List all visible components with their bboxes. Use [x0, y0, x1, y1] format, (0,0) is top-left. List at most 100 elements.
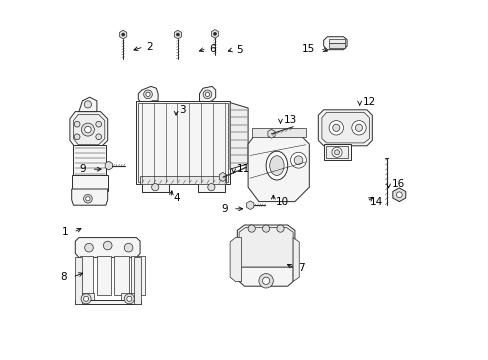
Text: 8: 8 [61, 272, 67, 282]
Circle shape [84, 243, 93, 252]
Polygon shape [230, 103, 247, 169]
Polygon shape [239, 228, 292, 268]
Text: 16: 16 [390, 179, 404, 189]
Circle shape [207, 184, 215, 191]
Polygon shape [318, 110, 371, 146]
Polygon shape [75, 257, 81, 304]
Circle shape [84, 101, 91, 108]
Polygon shape [78, 293, 94, 303]
Circle shape [81, 294, 91, 304]
Polygon shape [138, 86, 158, 104]
Circle shape [328, 121, 343, 135]
Polygon shape [321, 112, 368, 143]
Polygon shape [72, 189, 107, 205]
Text: 7: 7 [297, 263, 304, 273]
Polygon shape [114, 256, 128, 295]
Polygon shape [73, 114, 104, 145]
Circle shape [334, 150, 339, 155]
Polygon shape [323, 37, 346, 50]
Circle shape [124, 243, 133, 252]
Circle shape [213, 32, 216, 35]
Polygon shape [251, 128, 305, 137]
Text: 15: 15 [301, 44, 314, 54]
Polygon shape [197, 182, 224, 192]
Polygon shape [97, 256, 111, 295]
Circle shape [151, 184, 159, 191]
Circle shape [355, 124, 362, 131]
Text: 13: 13 [283, 114, 296, 125]
Ellipse shape [265, 151, 287, 180]
Circle shape [258, 274, 273, 288]
Polygon shape [131, 256, 145, 295]
Polygon shape [80, 256, 93, 295]
Circle shape [176, 33, 179, 36]
Circle shape [332, 124, 339, 131]
Polygon shape [323, 144, 350, 160]
Ellipse shape [269, 156, 284, 175]
Text: 1: 1 [61, 227, 68, 237]
Polygon shape [70, 112, 107, 148]
Circle shape [262, 277, 269, 284]
Circle shape [351, 121, 366, 135]
Text: 2: 2 [146, 42, 153, 52]
Polygon shape [292, 238, 299, 282]
Polygon shape [392, 188, 405, 202]
Polygon shape [174, 30, 181, 39]
Circle shape [247, 225, 255, 232]
Polygon shape [121, 293, 137, 303]
Polygon shape [219, 172, 226, 181]
Polygon shape [142, 182, 168, 192]
Circle shape [103, 241, 112, 250]
Polygon shape [140, 176, 226, 184]
Circle shape [126, 296, 132, 301]
Circle shape [83, 296, 88, 301]
Text: 5: 5 [235, 45, 242, 55]
Text: 6: 6 [209, 44, 216, 54]
Polygon shape [75, 300, 141, 304]
Polygon shape [72, 175, 107, 191]
Circle shape [74, 121, 80, 127]
Circle shape [145, 92, 150, 96]
Circle shape [74, 134, 80, 140]
Polygon shape [105, 161, 112, 170]
Text: 12: 12 [362, 96, 375, 107]
Circle shape [143, 90, 152, 99]
Circle shape [396, 192, 401, 198]
Polygon shape [328, 43, 344, 48]
Polygon shape [136, 101, 230, 184]
Polygon shape [267, 129, 275, 138]
Circle shape [290, 152, 306, 168]
Circle shape [203, 90, 211, 99]
Text: 3: 3 [179, 105, 185, 115]
Polygon shape [239, 267, 292, 286]
Polygon shape [199, 86, 215, 104]
Circle shape [96, 134, 102, 140]
Text: 9: 9 [221, 204, 227, 214]
Text: 11: 11 [236, 164, 249, 174]
Polygon shape [237, 225, 294, 270]
Circle shape [262, 225, 269, 232]
Polygon shape [133, 257, 141, 304]
Polygon shape [120, 30, 126, 39]
Polygon shape [246, 201, 253, 210]
Text: 4: 4 [173, 193, 180, 203]
Circle shape [294, 156, 302, 165]
Polygon shape [325, 146, 347, 158]
Circle shape [122, 33, 124, 36]
Text: 10: 10 [276, 197, 289, 207]
Circle shape [331, 147, 342, 157]
Polygon shape [79, 97, 97, 112]
Circle shape [81, 123, 94, 136]
Polygon shape [230, 238, 241, 282]
Polygon shape [247, 130, 309, 202]
Circle shape [84, 126, 91, 133]
Circle shape [83, 194, 92, 203]
Polygon shape [73, 145, 106, 176]
Polygon shape [75, 238, 140, 257]
Circle shape [85, 197, 90, 201]
Polygon shape [211, 30, 218, 38]
Polygon shape [328, 39, 344, 43]
Text: 9: 9 [80, 164, 86, 174]
Circle shape [124, 294, 134, 304]
Text: 14: 14 [369, 197, 382, 207]
